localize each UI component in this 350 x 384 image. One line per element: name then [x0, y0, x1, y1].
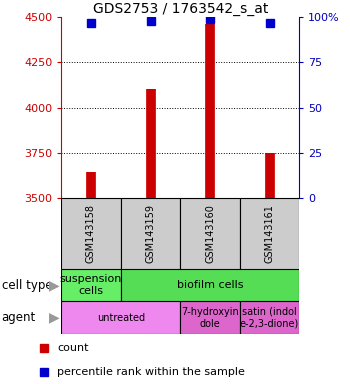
Text: suspension
cells: suspension cells	[60, 274, 122, 296]
Bar	[121, 198, 180, 269]
Bar	[240, 198, 299, 269]
Bar	[240, 301, 299, 334]
Bar	[180, 301, 240, 334]
Text: GSM143160: GSM143160	[205, 204, 215, 263]
Bar	[61, 269, 121, 301]
Text: ▶: ▶	[49, 278, 60, 292]
Text: GSM143159: GSM143159	[146, 204, 155, 263]
Bar	[61, 301, 180, 334]
Text: GSM143158: GSM143158	[86, 204, 96, 263]
Text: count: count	[57, 343, 89, 353]
Text: satin (indol
e-2,3-dione): satin (indol e-2,3-dione)	[240, 307, 299, 329]
Bar	[180, 198, 240, 269]
Text: ▶: ▶	[49, 311, 60, 325]
Text: biofilm cells: biofilm cells	[177, 280, 243, 290]
Text: 7-hydroxyin
dole: 7-hydroxyin dole	[181, 307, 239, 329]
Title: GDS2753 / 1763542_s_at: GDS2753 / 1763542_s_at	[92, 2, 268, 16]
Text: percentile rank within the sample: percentile rank within the sample	[57, 366, 245, 377]
Text: untreated: untreated	[97, 313, 145, 323]
Text: cell type: cell type	[2, 279, 52, 291]
Bar	[121, 269, 299, 301]
Text: agent: agent	[2, 311, 36, 324]
Bar	[61, 198, 121, 269]
Text: GSM143161: GSM143161	[265, 204, 274, 263]
